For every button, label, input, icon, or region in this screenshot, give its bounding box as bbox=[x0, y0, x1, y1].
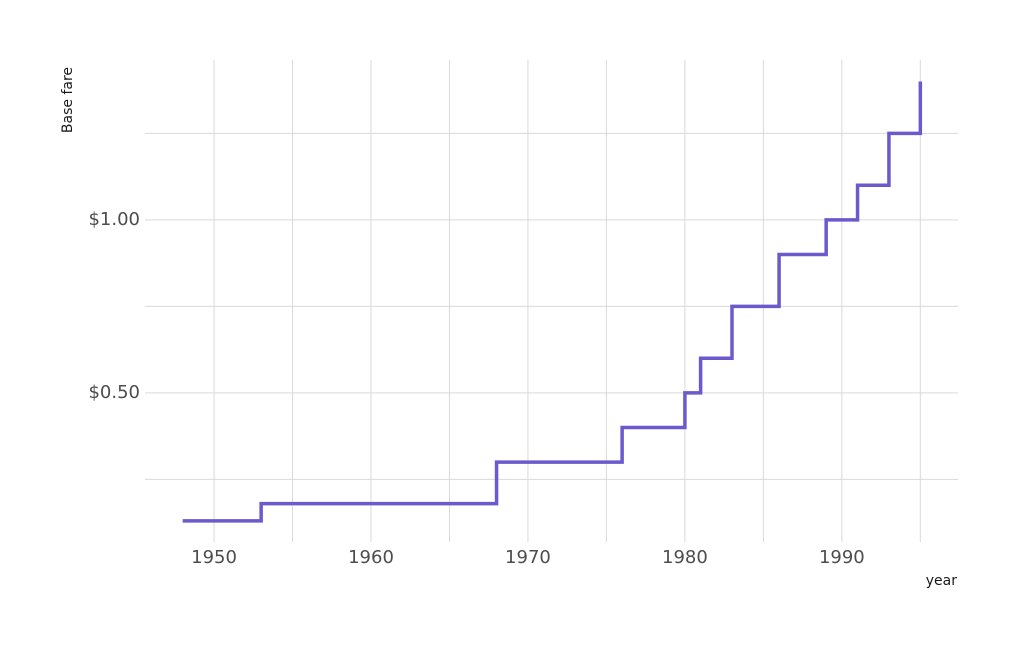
x-tick-label: 1990 bbox=[819, 547, 865, 568]
x-tick-label: 1970 bbox=[505, 547, 551, 568]
y-axis-title: Base fare bbox=[60, 67, 76, 133]
x-tick-label: 1950 bbox=[191, 547, 237, 568]
y-tick-label: $0.50 bbox=[88, 382, 140, 403]
y-tick-label: $1.00 bbox=[88, 209, 140, 230]
x-tick-label: 1980 bbox=[662, 547, 708, 568]
x-axis-title: year bbox=[926, 573, 957, 589]
step-line bbox=[182, 81, 923, 523]
x-tick-label: 1960 bbox=[348, 547, 394, 568]
